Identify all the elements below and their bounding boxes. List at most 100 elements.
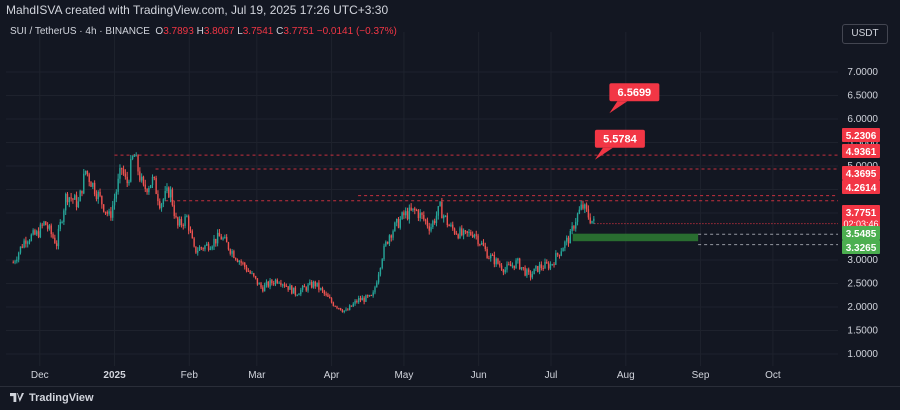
candle-body xyxy=(490,254,492,259)
x-tick-label: Jun xyxy=(471,370,487,381)
candle-body xyxy=(372,292,374,296)
candle-body xyxy=(271,280,273,284)
candle-body xyxy=(244,262,246,267)
candle-body xyxy=(571,226,573,231)
candle-body xyxy=(72,198,74,200)
candle-body xyxy=(468,232,470,234)
candle-body xyxy=(546,261,548,264)
candle-body xyxy=(553,264,555,266)
candle-body xyxy=(104,211,107,213)
candle-body xyxy=(12,262,14,264)
x-tick-label: Mar xyxy=(248,370,266,381)
axis-current-price: 3.7751 xyxy=(846,208,877,219)
symbol-name[interactable]: SUI / TetherUS · 4h · BINANCE xyxy=(10,26,150,37)
x-tick-label: 2025 xyxy=(103,370,126,381)
candle-body xyxy=(535,265,537,269)
candle-body xyxy=(555,253,557,265)
candle-body xyxy=(180,219,183,226)
candle-body xyxy=(220,236,222,240)
candle-body xyxy=(291,285,293,294)
candle-body xyxy=(148,187,150,193)
candle-body xyxy=(269,280,271,287)
candle-body xyxy=(495,258,497,265)
chart-author-line: MahdISVA created with TradingView.com, J… xyxy=(6,3,389,17)
candle-body xyxy=(193,238,195,247)
candle-body xyxy=(542,267,544,269)
candle-body xyxy=(318,282,320,290)
candle-body xyxy=(128,181,130,184)
candle-body xyxy=(106,212,108,214)
candle-body xyxy=(508,264,510,266)
candle-body xyxy=(386,241,389,244)
x-tick-label: Oct xyxy=(765,370,781,381)
candle-body xyxy=(538,264,541,272)
candle-body xyxy=(477,235,479,245)
candle-body xyxy=(564,241,566,249)
candle-body xyxy=(112,205,114,218)
candle-body xyxy=(365,295,367,302)
candle-body xyxy=(280,282,282,285)
candle-body xyxy=(133,155,136,157)
candle-body xyxy=(92,182,94,187)
candle-body xyxy=(428,226,430,231)
candle-body xyxy=(88,174,90,182)
candle-body xyxy=(374,287,376,293)
candle-body xyxy=(520,267,523,270)
candle-body xyxy=(175,215,177,218)
candle-body xyxy=(312,281,315,288)
candle-body xyxy=(421,212,423,216)
candle-body xyxy=(110,211,112,218)
candle-body xyxy=(426,220,429,227)
target-label: 6.5699 xyxy=(618,87,652,99)
candle-body xyxy=(274,279,277,285)
candle-body xyxy=(522,267,524,269)
candle-body xyxy=(287,286,289,290)
candle-body xyxy=(493,255,496,265)
candle-body xyxy=(533,268,535,275)
candle-body xyxy=(14,261,16,263)
candle-body xyxy=(251,273,253,275)
high-label: H xyxy=(196,26,204,37)
currency-button[interactable]: USDT xyxy=(842,24,888,44)
candle-body xyxy=(379,268,382,275)
candle-body xyxy=(518,258,521,270)
candle-body xyxy=(117,178,119,192)
candle-body xyxy=(410,207,412,211)
candle-body xyxy=(57,228,60,247)
y-tick-label: 2.5000 xyxy=(847,279,878,290)
candle-body xyxy=(260,283,262,288)
candle-body xyxy=(124,173,127,177)
candle-body xyxy=(17,252,20,260)
candle-body xyxy=(448,225,450,227)
candle-body xyxy=(16,259,18,262)
x-tick-label: Sep xyxy=(692,370,710,381)
candle-body xyxy=(437,206,439,216)
candle-body xyxy=(310,282,313,288)
candle-body xyxy=(119,168,121,179)
candle-body xyxy=(395,218,398,223)
candle-body xyxy=(121,168,123,170)
candle-body xyxy=(39,224,42,238)
candle-body xyxy=(292,287,295,294)
candle-body xyxy=(461,228,463,236)
candle-body xyxy=(403,212,405,216)
candle-body xyxy=(383,245,385,260)
candle-body xyxy=(329,296,331,299)
candle-body xyxy=(168,187,170,198)
candle-body xyxy=(336,306,338,309)
candle-body xyxy=(462,230,465,236)
candle-body xyxy=(256,278,259,285)
change-value: −0.0141 (−0.37%) xyxy=(316,26,397,37)
candle-body xyxy=(126,176,128,184)
candle-body xyxy=(459,228,461,239)
candle-body xyxy=(540,264,543,268)
candle-body xyxy=(480,242,483,245)
candle-body xyxy=(497,258,499,264)
candle-body xyxy=(195,246,197,253)
candle-body xyxy=(97,191,99,200)
candle-body xyxy=(408,207,411,220)
x-tick-label: May xyxy=(394,370,413,381)
candle-body xyxy=(224,236,226,239)
candle-body xyxy=(399,219,401,228)
